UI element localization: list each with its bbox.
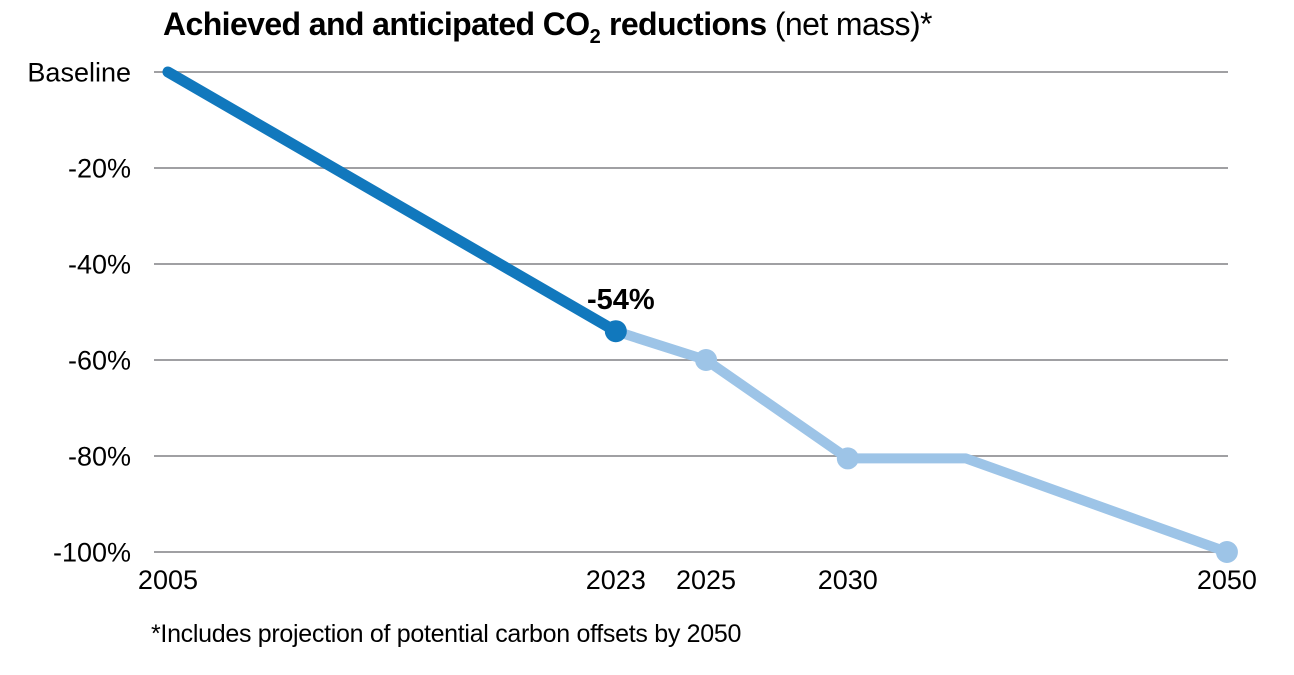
y-axis-label--40%: -40% <box>68 250 131 280</box>
y-axis-label--20%: -20% <box>68 154 131 184</box>
x-axis-label-2023: 2023 <box>586 565 646 595</box>
chart-title: Achieved and anticipated CO2 reductions … <box>163 6 932 49</box>
x-axis-label-2030: 2030 <box>818 565 878 595</box>
series-line-achieved <box>162 66 622 337</box>
title-subscript: 2 <box>589 26 601 48</box>
title-secondary-text: (net mass)* <box>766 6 933 42</box>
x-axis-label-2025: 2025 <box>676 565 736 595</box>
title-main-text-after: reductions <box>600 6 767 42</box>
data-point-2023 <box>604 320 627 343</box>
data-label-2023: -54% <box>587 284 655 316</box>
y-axis-label--80%: -80% <box>68 442 131 472</box>
data-point-2025 <box>695 349 718 371</box>
y-axis-label-Baseline: Baseline <box>27 58 131 88</box>
data-point-2030 <box>836 447 859 470</box>
y-axis-label--100%: -100% <box>53 538 131 568</box>
x-axis-label-2005: 2005 <box>138 565 198 595</box>
title-main-text: Achieved and anticipated CO <box>163 6 590 42</box>
y-axis-label--60%: -60% <box>68 346 131 376</box>
data-point-2050 <box>1215 541 1238 563</box>
chart-footnote: *Includes projection of potential carbon… <box>151 620 742 648</box>
x-axis-label-2050: 2050 <box>1197 565 1257 595</box>
